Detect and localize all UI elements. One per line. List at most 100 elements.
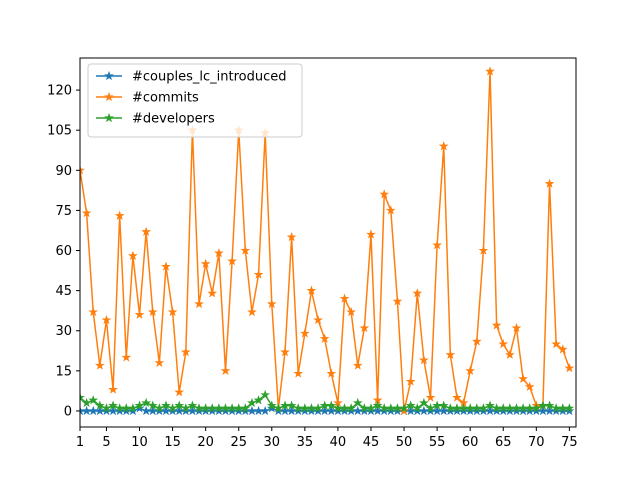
data-point xyxy=(465,365,476,375)
data-point xyxy=(366,229,376,239)
data-point xyxy=(220,365,231,375)
x-tick-label: 35 xyxy=(297,435,314,450)
series-2 xyxy=(80,389,575,413)
legend: #couples_lc_introduced #commits #developer… xyxy=(87,63,303,138)
y-tick-label: 30 xyxy=(55,324,72,339)
data-point xyxy=(247,397,257,408)
data-point xyxy=(399,405,409,416)
data-point xyxy=(194,298,204,309)
data-point xyxy=(412,288,423,298)
data-point xyxy=(154,357,165,367)
data-point xyxy=(114,210,125,220)
legend-label: #commits xyxy=(132,91,199,106)
data-point xyxy=(214,248,224,258)
data-point xyxy=(419,355,429,365)
data-point xyxy=(260,405,271,416)
data-point xyxy=(167,403,178,413)
data-point xyxy=(280,347,290,357)
data-point xyxy=(80,165,85,175)
data-point xyxy=(419,397,429,408)
legend-item: #commits xyxy=(96,91,199,106)
data-point xyxy=(101,314,112,325)
data-point xyxy=(564,363,575,373)
data-point xyxy=(200,258,211,269)
data-point xyxy=(359,322,370,333)
y-tick-label: 45 xyxy=(55,284,72,299)
y-tick-label: 60 xyxy=(55,244,72,259)
y-tick-label: 90 xyxy=(55,164,72,179)
x-tick-label: 60 xyxy=(462,435,479,450)
data-point xyxy=(88,306,99,317)
data-point xyxy=(88,395,99,405)
data-point xyxy=(147,400,158,410)
data-point xyxy=(471,336,482,346)
x-tick-label: 75 xyxy=(561,435,578,450)
data-point xyxy=(273,403,284,413)
x-tick-label: 15 xyxy=(164,435,181,450)
data-point xyxy=(405,376,416,386)
x-tick-label: 5 xyxy=(102,435,110,450)
x-tick-label: 30 xyxy=(264,435,281,450)
data-point xyxy=(478,403,489,413)
y-tick-label: 75 xyxy=(55,204,72,219)
x-tick-label: 70 xyxy=(528,435,545,450)
data-point xyxy=(399,403,409,413)
data-point xyxy=(405,400,416,410)
data-point xyxy=(511,322,522,333)
data-point xyxy=(154,403,165,413)
data-point xyxy=(485,400,495,410)
y-tick-label: 120 xyxy=(47,84,72,99)
data-point xyxy=(438,141,449,151)
data-point xyxy=(81,207,92,218)
legend-box xyxy=(87,63,303,138)
data-point xyxy=(134,400,145,410)
data-point xyxy=(544,178,555,188)
data-point xyxy=(266,298,277,309)
x-tick-label: 65 xyxy=(495,435,512,450)
data-point xyxy=(247,306,257,317)
x-tick-label: 1 xyxy=(76,435,84,450)
x-tick-label: 20 xyxy=(197,435,214,450)
data-point xyxy=(366,403,376,413)
data-point xyxy=(352,397,363,408)
data-point xyxy=(286,232,297,242)
data-point xyxy=(478,245,489,255)
data-point xyxy=(438,400,449,410)
data-point xyxy=(141,226,151,236)
data-point xyxy=(326,400,337,410)
data-point xyxy=(346,403,356,413)
data-point xyxy=(174,387,185,397)
data-point xyxy=(379,189,390,199)
data-point xyxy=(141,397,151,408)
data-point xyxy=(544,400,555,410)
data-point xyxy=(293,368,304,378)
data-point xyxy=(319,333,330,343)
axes-layer: 1 5 10 15 20 25 30 35 40 45 50 55 60 65 70 750153045607… xyxy=(47,57,578,450)
data-point xyxy=(227,256,237,266)
data-point xyxy=(180,403,191,413)
series-layer xyxy=(80,66,575,416)
data-point xyxy=(260,389,271,400)
data-point xyxy=(432,240,442,250)
legend-item: #couples_lc_introduced xyxy=(96,70,286,85)
data-point xyxy=(80,392,85,402)
data-point xyxy=(306,285,317,295)
data-point xyxy=(313,314,323,325)
data-point xyxy=(412,403,423,413)
data-point xyxy=(286,400,297,410)
data-point xyxy=(207,288,218,298)
data-point xyxy=(187,400,198,410)
data-point xyxy=(339,293,350,303)
data-point xyxy=(180,347,191,357)
x-tick-label: 50 xyxy=(396,435,413,450)
data-point xyxy=(372,400,383,410)
data-point xyxy=(174,400,185,410)
data-point xyxy=(498,339,509,349)
data-point xyxy=(240,245,251,255)
data-point xyxy=(352,360,363,370)
data-point xyxy=(266,400,277,410)
data-point xyxy=(253,395,264,405)
data-point xyxy=(518,373,528,383)
data-point xyxy=(161,261,171,271)
